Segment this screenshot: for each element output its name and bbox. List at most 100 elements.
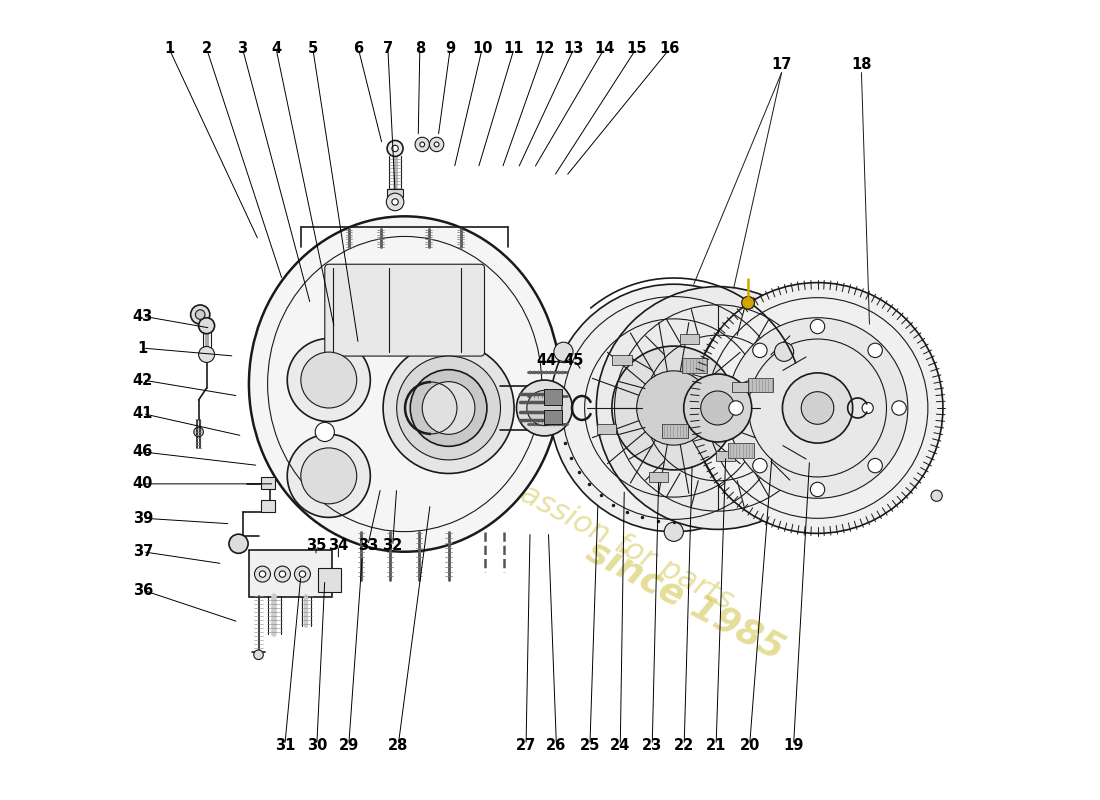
- Text: 14: 14: [594, 41, 615, 56]
- Text: 23: 23: [642, 738, 662, 753]
- Circle shape: [196, 310, 205, 319]
- Circle shape: [868, 343, 882, 358]
- Circle shape: [420, 142, 425, 147]
- Circle shape: [931, 490, 943, 502]
- Text: 9: 9: [446, 41, 455, 56]
- Text: 2: 2: [201, 41, 211, 56]
- Text: 16: 16: [660, 41, 680, 56]
- Circle shape: [752, 458, 767, 473]
- Text: 46: 46: [133, 445, 153, 459]
- Text: a passion for parts: a passion for parts: [473, 456, 738, 615]
- Text: 11: 11: [504, 41, 525, 56]
- Circle shape: [727, 318, 908, 498]
- Text: 28: 28: [388, 738, 408, 753]
- Text: 21: 21: [706, 738, 726, 753]
- Bar: [261, 500, 275, 512]
- Bar: [597, 424, 616, 434]
- Circle shape: [383, 342, 514, 474]
- Bar: [544, 389, 562, 405]
- Text: 13: 13: [564, 41, 584, 56]
- Circle shape: [287, 338, 371, 422]
- Text: 34: 34: [328, 538, 349, 553]
- Text: 43: 43: [133, 309, 153, 324]
- Circle shape: [612, 346, 736, 470]
- Circle shape: [300, 448, 356, 504]
- Circle shape: [229, 534, 249, 554]
- Bar: [662, 424, 688, 438]
- Circle shape: [254, 566, 271, 582]
- Circle shape: [287, 434, 371, 518]
- Text: 15: 15: [626, 41, 647, 56]
- Text: 26: 26: [547, 738, 567, 753]
- Text: 1: 1: [164, 41, 174, 56]
- Text: 12: 12: [535, 41, 554, 56]
- Circle shape: [729, 401, 744, 415]
- Bar: [748, 378, 773, 392]
- Text: 36: 36: [133, 582, 153, 598]
- Text: 45: 45: [564, 353, 584, 367]
- Circle shape: [316, 422, 334, 442]
- Circle shape: [434, 142, 439, 147]
- Bar: [613, 355, 631, 365]
- Circle shape: [254, 650, 263, 659]
- Text: 20: 20: [739, 738, 760, 753]
- Text: 24: 24: [610, 738, 630, 753]
- FancyBboxPatch shape: [324, 264, 484, 356]
- Text: 30: 30: [307, 738, 327, 753]
- Text: 17: 17: [771, 57, 792, 72]
- Circle shape: [664, 522, 683, 542]
- Circle shape: [387, 141, 403, 157]
- Text: 33: 33: [358, 538, 378, 553]
- Circle shape: [862, 402, 873, 414]
- Bar: [732, 382, 751, 392]
- Circle shape: [701, 391, 735, 425]
- Circle shape: [554, 342, 573, 362]
- FancyBboxPatch shape: [249, 550, 332, 598]
- Circle shape: [279, 571, 286, 578]
- Text: 42: 42: [133, 373, 153, 387]
- Bar: [318, 568, 341, 592]
- Text: 41: 41: [132, 406, 153, 421]
- Bar: [387, 189, 403, 197]
- Circle shape: [386, 193, 404, 210]
- Text: 32: 32: [383, 538, 403, 553]
- Circle shape: [199, 318, 214, 334]
- Text: 39: 39: [133, 510, 153, 526]
- Text: 5: 5: [308, 41, 318, 56]
- Circle shape: [868, 458, 882, 473]
- Text: 37: 37: [133, 544, 153, 559]
- Circle shape: [415, 138, 429, 152]
- Circle shape: [429, 138, 443, 152]
- Circle shape: [692, 282, 943, 534]
- Circle shape: [741, 296, 755, 309]
- Text: 4: 4: [271, 41, 282, 56]
- Bar: [544, 410, 562, 424]
- Circle shape: [517, 380, 572, 436]
- Ellipse shape: [249, 216, 560, 552]
- Circle shape: [392, 198, 398, 205]
- Text: 18: 18: [851, 57, 871, 72]
- Circle shape: [811, 482, 825, 497]
- Circle shape: [684, 374, 751, 442]
- Circle shape: [422, 382, 475, 434]
- Circle shape: [410, 370, 487, 446]
- Circle shape: [782, 373, 852, 443]
- Circle shape: [801, 392, 834, 424]
- Bar: [682, 358, 707, 373]
- Circle shape: [300, 352, 356, 408]
- Circle shape: [527, 390, 562, 426]
- Circle shape: [392, 146, 398, 152]
- Text: 35: 35: [306, 538, 327, 553]
- Circle shape: [596, 286, 839, 530]
- Text: 29: 29: [339, 738, 359, 753]
- Circle shape: [190, 305, 210, 324]
- Text: 10: 10: [472, 41, 493, 56]
- Text: 31: 31: [275, 738, 295, 753]
- Text: 7: 7: [383, 41, 393, 56]
- Bar: [728, 443, 754, 458]
- Text: 19: 19: [783, 738, 804, 753]
- Circle shape: [260, 571, 266, 578]
- Circle shape: [637, 371, 711, 445]
- Circle shape: [892, 401, 906, 415]
- Circle shape: [295, 566, 310, 582]
